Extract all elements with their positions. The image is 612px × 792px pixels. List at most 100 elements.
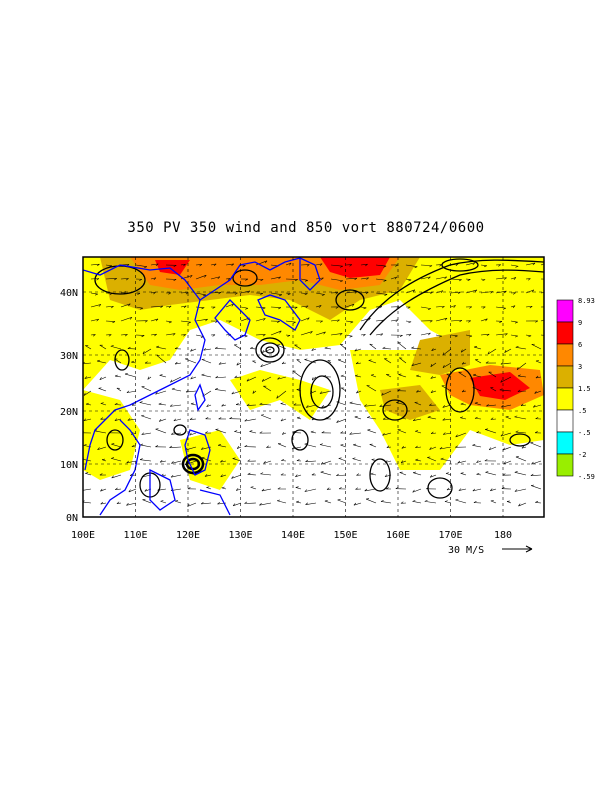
wind-vector-head (260, 279, 264, 282)
wind-vector (488, 371, 497, 378)
wind-vector-head (429, 320, 433, 323)
wind-vector (141, 415, 152, 420)
wind-vector (246, 376, 257, 382)
wind-vector (416, 390, 422, 393)
wind-vector (220, 474, 227, 478)
wind-vector-head (305, 502, 309, 505)
wind-vector (427, 416, 437, 420)
wind-vector-head (98, 304, 102, 307)
wind-vector (360, 263, 368, 266)
wind-vector-head (379, 404, 383, 407)
wind-vector (450, 305, 456, 308)
wind-vector-head (531, 484, 535, 486)
wind-vector-head (278, 307, 282, 310)
wind-vector (429, 446, 437, 450)
wind-vector (195, 318, 208, 322)
wind-vector (201, 457, 212, 462)
wind-vector-head (415, 445, 418, 448)
wind-vector-head (217, 502, 220, 505)
wind-vector-head (326, 487, 330, 490)
wind-vector-head (382, 432, 385, 436)
wind-vector-head (513, 292, 516, 295)
wind-vector-head (319, 391, 323, 394)
wind-vector (99, 376, 107, 380)
wind-vector (280, 403, 287, 406)
wind-vector (330, 333, 343, 336)
wind-vector (534, 390, 542, 394)
wind-vector-head (190, 275, 193, 278)
wind-vector-head (336, 319, 340, 322)
wind-vector (518, 502, 527, 507)
wind-vector-head (515, 265, 519, 268)
wind-vector-head (83, 444, 87, 446)
wind-vector (474, 346, 482, 350)
wind-vector-head (472, 262, 476, 265)
wind-vector-head (169, 445, 173, 448)
wind-vector-head (168, 292, 172, 295)
wind-vector-head (244, 418, 248, 422)
wind-vector-head (172, 333, 176, 336)
wind-vector (300, 317, 310, 322)
wind-vector-head (428, 276, 431, 280)
wind-vector-head (147, 376, 150, 380)
wind-vector-head (517, 374, 521, 377)
wind-vector-head (445, 472, 449, 474)
wind-vector-head (190, 376, 193, 380)
wind-vector (517, 390, 527, 392)
wind-vector-head (126, 390, 130, 393)
wind-vector-head (370, 374, 374, 376)
wind-vector (142, 499, 152, 504)
wind-vector-head (232, 503, 236, 506)
wind-vector-head (455, 445, 458, 448)
wind-vector-head (371, 458, 375, 460)
wind-vector-head (321, 431, 325, 434)
wind-vector (366, 385, 377, 392)
wind-vector (236, 488, 242, 491)
wind-vector-head (469, 335, 473, 338)
wind-vector (270, 276, 281, 280)
wind-vector-head (442, 418, 446, 421)
wind-vector (85, 345, 92, 350)
wind-vector (401, 460, 407, 464)
wind-vector-head (229, 417, 233, 419)
wind-vector (99, 344, 107, 350)
wind-vector (515, 347, 527, 350)
wind-vector-head (485, 318, 488, 322)
wind-vector (531, 485, 542, 490)
wind-vector-head (310, 430, 314, 433)
wind-vector (110, 345, 122, 350)
wind-vector-head (252, 390, 255, 394)
wind-vector (412, 488, 422, 493)
wind-vector (270, 330, 282, 336)
wind-vector-head (305, 305, 309, 308)
wind-vector (495, 290, 507, 294)
wind-vector-head (234, 375, 238, 378)
wind-vector-head (472, 488, 476, 492)
wind-vector (444, 501, 452, 504)
wind-vector-head (474, 346, 478, 348)
wind-vector (530, 474, 542, 477)
wind-vector-head (287, 293, 291, 296)
wind-vector-head (336, 473, 339, 476)
wind-vector-head (126, 460, 129, 464)
wind-vector-head (339, 333, 343, 336)
wind-vector (225, 263, 234, 266)
wind-vector (310, 431, 317, 434)
wind-vector (516, 362, 527, 371)
wind-vector (255, 260, 268, 266)
wind-vector-head (304, 489, 308, 492)
wind-vector (520, 404, 527, 407)
wind-vector-head (217, 276, 221, 280)
wind-vector-head (153, 291, 156, 295)
wind-vector-head (189, 432, 192, 436)
wind-vector (390, 276, 397, 280)
wind-vector-head (214, 346, 218, 349)
wind-vector (367, 429, 377, 434)
wind-vector (195, 274, 207, 280)
wind-vector-head (296, 500, 300, 503)
wind-vector-head (408, 321, 412, 324)
wind-vector (128, 488, 137, 493)
wind-vector-head (320, 461, 324, 465)
wind-vector-head (367, 416, 370, 418)
wind-vector-head (443, 432, 446, 435)
